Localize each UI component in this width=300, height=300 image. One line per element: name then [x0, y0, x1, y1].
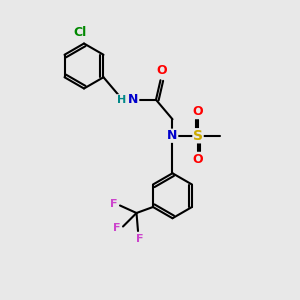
Text: F: F: [136, 234, 143, 244]
Text: S: S: [193, 129, 203, 143]
Text: O: O: [157, 64, 167, 77]
Text: O: O: [193, 153, 203, 166]
Text: F: F: [110, 199, 117, 209]
Text: H: H: [117, 95, 126, 105]
Text: Cl: Cl: [73, 26, 86, 39]
Text: O: O: [193, 105, 203, 118]
Text: N: N: [167, 129, 178, 142]
Text: N: N: [128, 93, 139, 106]
Text: F: F: [112, 223, 120, 233]
